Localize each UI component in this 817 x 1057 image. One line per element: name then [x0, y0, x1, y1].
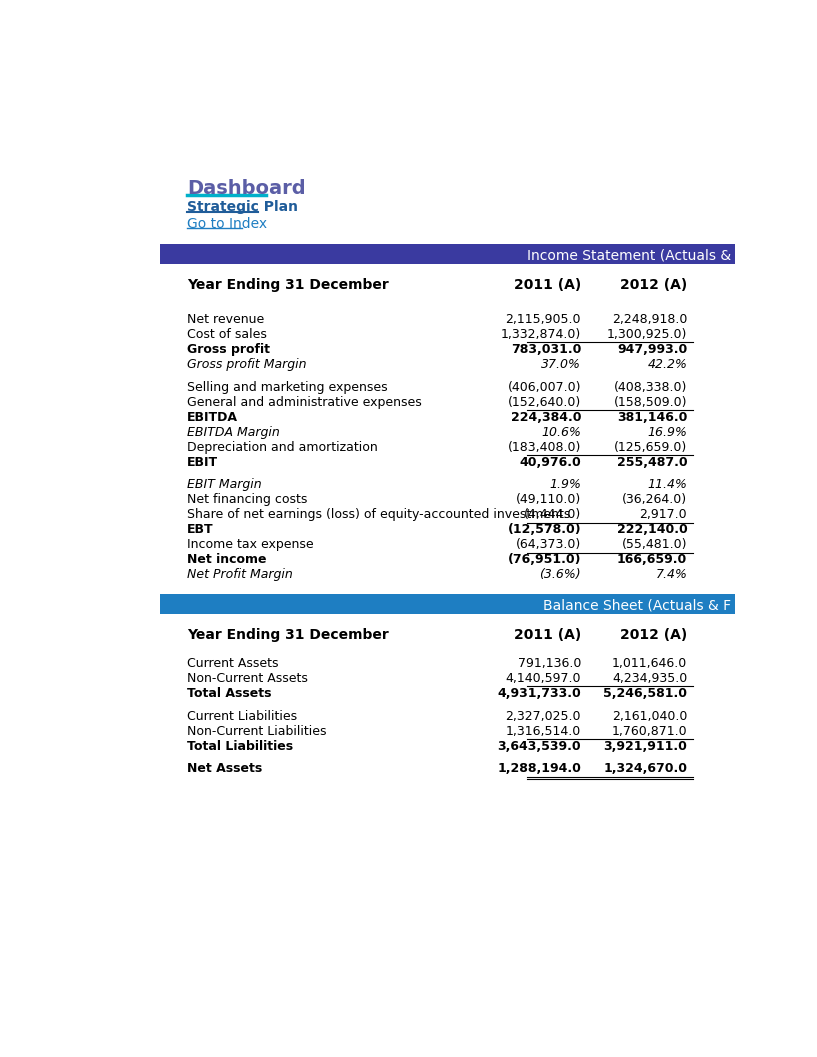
- Text: 2,161,040.0: 2,161,040.0: [612, 709, 687, 723]
- Text: 7.4%: 7.4%: [655, 569, 687, 581]
- Text: General and administrative expenses: General and administrative expenses: [187, 395, 422, 409]
- Text: Selling and marketing expenses: Selling and marketing expenses: [187, 381, 388, 393]
- Text: (64,373.0): (64,373.0): [516, 538, 581, 552]
- Text: 4,234,935.0: 4,234,935.0: [612, 672, 687, 685]
- Text: Dashboard: Dashboard: [187, 180, 306, 199]
- Text: Go to Index: Go to Index: [187, 217, 267, 230]
- Text: (4,444.0): (4,444.0): [524, 508, 581, 521]
- Text: Current Liabilities: Current Liabilities: [187, 709, 297, 723]
- Text: 40,976.0: 40,976.0: [520, 456, 581, 468]
- Text: Total Assets: Total Assets: [187, 687, 272, 700]
- Text: 37.0%: 37.0%: [541, 358, 581, 371]
- Text: 2,115,905.0: 2,115,905.0: [506, 313, 581, 326]
- Text: (55,481.0): (55,481.0): [622, 538, 687, 552]
- Text: 2,248,918.0: 2,248,918.0: [612, 313, 687, 326]
- Text: 1,011,646.0: 1,011,646.0: [612, 657, 687, 670]
- Text: 947,993.0: 947,993.0: [617, 342, 687, 356]
- Text: 1,316,514.0: 1,316,514.0: [506, 725, 581, 738]
- Text: 16.9%: 16.9%: [647, 426, 687, 439]
- Bar: [160, 244, 735, 264]
- Text: Net Profit Margin: Net Profit Margin: [187, 569, 293, 581]
- Text: EBIT: EBIT: [187, 456, 218, 468]
- Text: Depreciation and amortization: Depreciation and amortization: [187, 441, 378, 453]
- Text: EBT: EBT: [187, 523, 214, 536]
- Text: (49,110.0): (49,110.0): [516, 494, 581, 506]
- Text: 224,384.0: 224,384.0: [511, 410, 581, 424]
- Text: 4,931,733.0: 4,931,733.0: [498, 687, 581, 700]
- Text: 3,643,539.0: 3,643,539.0: [498, 740, 581, 753]
- Text: 2011 (A): 2011 (A): [514, 628, 581, 642]
- Text: Net Assets: Net Assets: [187, 762, 262, 776]
- Text: (152,640.0): (152,640.0): [508, 395, 581, 409]
- Text: 255,487.0: 255,487.0: [617, 456, 687, 468]
- Text: Gross profit Margin: Gross profit Margin: [187, 358, 307, 371]
- Text: 2012 (A): 2012 (A): [620, 278, 687, 292]
- Text: Current Assets: Current Assets: [187, 657, 279, 670]
- Text: 2,917.0: 2,917.0: [640, 508, 687, 521]
- Text: (76,951.0): (76,951.0): [507, 554, 581, 567]
- Text: 3,921,911.0: 3,921,911.0: [604, 740, 687, 753]
- Text: 1,324,670.0: 1,324,670.0: [603, 762, 687, 776]
- Text: Year Ending 31 December: Year Ending 31 December: [187, 278, 389, 292]
- Text: Share of net earnings (loss) of equity-accounted investments: Share of net earnings (loss) of equity-a…: [187, 508, 571, 521]
- Text: 1,300,925.0): 1,300,925.0): [607, 328, 687, 340]
- Text: 791,136.0: 791,136.0: [518, 657, 581, 670]
- Text: Net revenue: Net revenue: [187, 313, 265, 326]
- Text: Balance Sheet (Actuals & F: Balance Sheet (Actuals & F: [543, 599, 731, 613]
- Text: Strategic Plan: Strategic Plan: [187, 200, 298, 214]
- Text: (3.6%): (3.6%): [539, 569, 581, 581]
- Text: 10.6%: 10.6%: [541, 426, 581, 439]
- Text: Income tax expense: Income tax expense: [187, 538, 314, 552]
- Text: (125,659.0): (125,659.0): [614, 441, 687, 453]
- Text: 783,031.0: 783,031.0: [511, 342, 581, 356]
- Text: 222,140.0: 222,140.0: [617, 523, 687, 536]
- Text: (36,264.0): (36,264.0): [622, 494, 687, 506]
- Text: EBIT Margin: EBIT Margin: [187, 479, 262, 492]
- Text: 5,246,581.0: 5,246,581.0: [603, 687, 687, 700]
- Text: 2012 (A): 2012 (A): [620, 628, 687, 642]
- Text: Gross profit: Gross profit: [187, 342, 270, 356]
- Text: Income Statement (Actuals &: Income Statement (Actuals &: [527, 248, 731, 262]
- Text: 166,659.0: 166,659.0: [617, 554, 687, 567]
- Text: Non-Current Liabilities: Non-Current Liabilities: [187, 725, 327, 738]
- Text: 42.2%: 42.2%: [647, 358, 687, 371]
- Text: Net income: Net income: [187, 554, 267, 567]
- Text: 2011 (A): 2011 (A): [514, 278, 581, 292]
- Text: Non-Current Assets: Non-Current Assets: [187, 672, 308, 685]
- Bar: [160, 594, 735, 614]
- Text: Total Liabilities: Total Liabilities: [187, 740, 293, 753]
- Text: (183,408.0): (183,408.0): [507, 441, 581, 453]
- Text: 4,140,597.0: 4,140,597.0: [506, 672, 581, 685]
- Text: 1,288,194.0: 1,288,194.0: [498, 762, 581, 776]
- Text: 1,332,874.0): 1,332,874.0): [501, 328, 581, 340]
- Text: EBITDA Margin: EBITDA Margin: [187, 426, 280, 439]
- Text: (12,578.0): (12,578.0): [507, 523, 581, 536]
- Text: Net financing costs: Net financing costs: [187, 494, 308, 506]
- Text: 11.4%: 11.4%: [647, 479, 687, 492]
- Text: (408,338.0): (408,338.0): [614, 381, 687, 393]
- Text: 1,760,871.0: 1,760,871.0: [612, 725, 687, 738]
- Text: Cost of sales: Cost of sales: [187, 328, 267, 340]
- Text: 381,146.0: 381,146.0: [617, 410, 687, 424]
- Text: (158,509.0): (158,509.0): [614, 395, 687, 409]
- Text: Year Ending 31 December: Year Ending 31 December: [187, 628, 389, 642]
- Text: 1.9%: 1.9%: [549, 479, 581, 492]
- Text: 2,327,025.0: 2,327,025.0: [506, 709, 581, 723]
- Text: (406,007.0): (406,007.0): [507, 381, 581, 393]
- Text: EBITDA: EBITDA: [187, 410, 239, 424]
